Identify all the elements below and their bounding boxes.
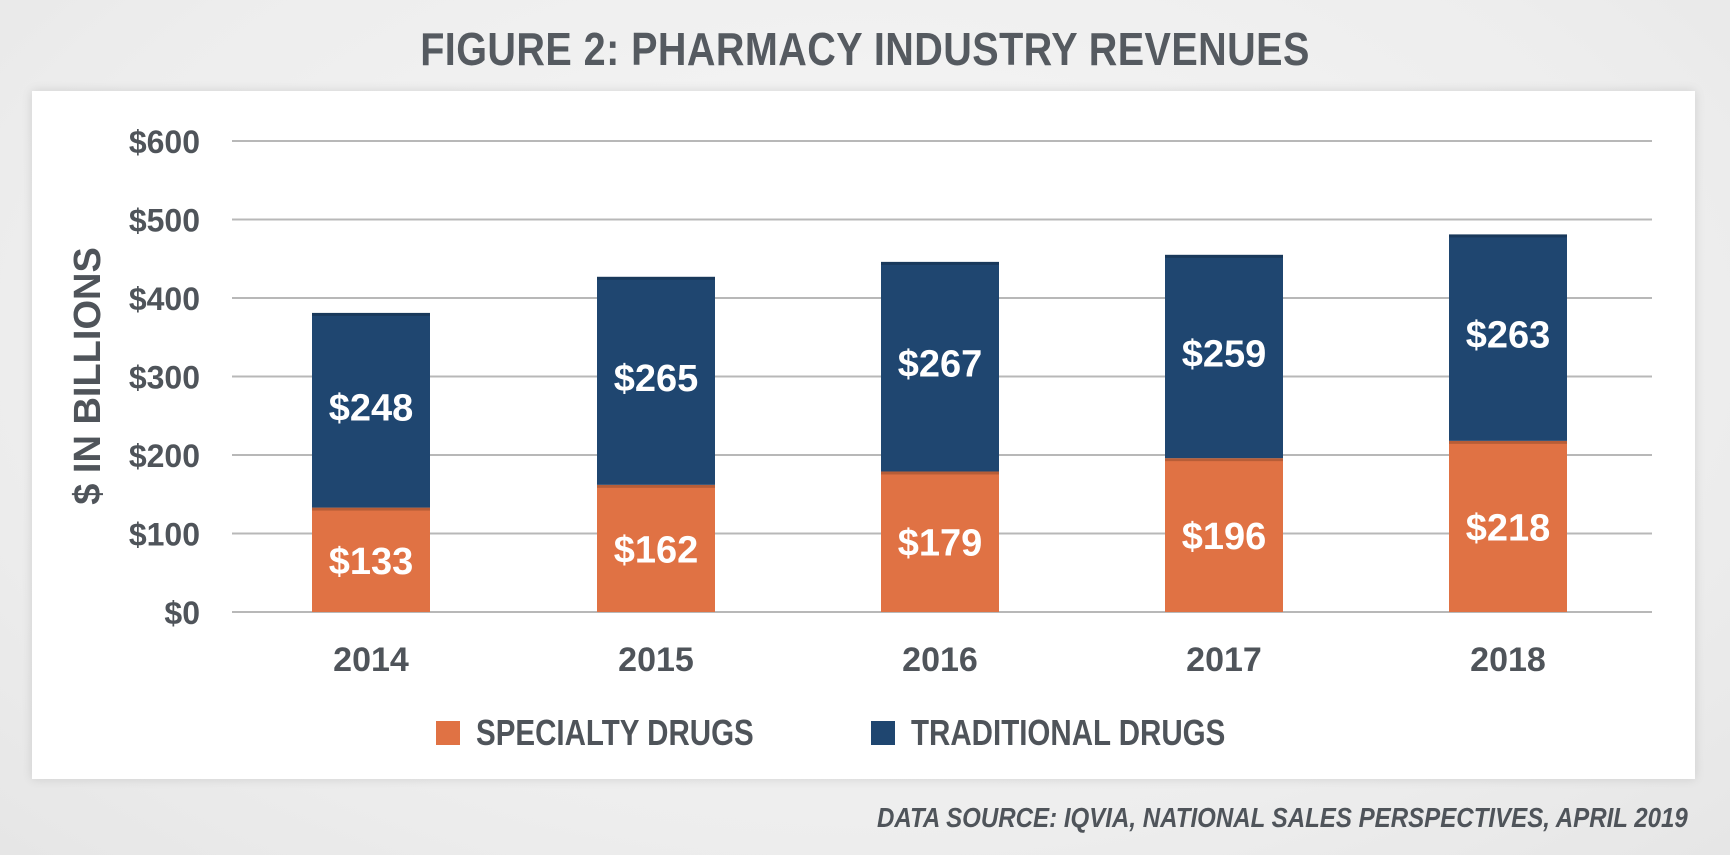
- chart-title: FIGURE 2: PHARMACY INDUSTRY REVENUES: [420, 23, 1310, 75]
- legend-item-specialty: SPECIALTY DRUGS: [435, 712, 815, 754]
- bar-edge: [1449, 234, 1567, 238]
- x-tick-label-2018: 2018: [1470, 641, 1546, 679]
- legend-label-specialty: SPECIALTY DRUGS: [475, 712, 754, 753]
- value-label-traditional-2017: $259: [1182, 333, 1267, 375]
- chart-panel: $0 $100 $200 $300 $400 $500 $600 $133 $248 $162 $…: [32, 91, 1695, 779]
- legend-swatch-traditional: [870, 721, 895, 745]
- y-tick-label: $300: [129, 360, 200, 396]
- x-tick-label-2017: 2017: [1186, 641, 1262, 679]
- y-tick-label: $200: [129, 438, 200, 474]
- y-tick-label: $100: [129, 517, 200, 553]
- y-tick-label: $0: [164, 595, 200, 631]
- bar-traditional-2017: [1165, 254, 1283, 459]
- value-label-specialty-2015: $162: [614, 529, 699, 571]
- value-label-specialty-2014: $133: [329, 541, 414, 583]
- bar-specialty-2015: [597, 484, 715, 612]
- value-label-specialty-2018: $218: [1466, 507, 1551, 549]
- bar-traditional-2016: [881, 261, 999, 472]
- value-label-traditional-2016: $267: [898, 344, 983, 386]
- bar-edge: [1165, 458, 1283, 462]
- legend-label-traditional: TRADITIONAL DRUGS: [910, 712, 1226, 753]
- value-label-traditional-2018: $263: [1466, 315, 1551, 357]
- x-tick-label-2016: 2016: [902, 641, 978, 679]
- value-label-traditional-2015: $265: [614, 358, 699, 400]
- legend: SPECIALTY DRUGS TRADITIONAL DRUGS: [0, 712, 1730, 754]
- bar-specialty-2018: [1449, 440, 1567, 612]
- bar-edge: [597, 276, 715, 280]
- y-tick-label: $500: [129, 203, 200, 239]
- y-tick-label: $400: [129, 281, 200, 317]
- bar-traditional-2015: [597, 276, 715, 485]
- bars: [312, 234, 1567, 612]
- bar-traditional-2014: [312, 312, 430, 508]
- bar-value-labels: $133 $248 $162 $265 $179 $267 $196 $259 $218 $263: [329, 315, 1551, 583]
- bar-edge: [881, 261, 999, 265]
- chart-canvas: $0$100$200$300$400$500$600 $133$248$162$…: [67, 124, 1652, 679]
- bar-specialty-2014: [312, 507, 430, 612]
- legend-item-traditional: TRADITIONAL DRUGS: [870, 712, 1294, 754]
- bar-edge: [597, 484, 715, 488]
- bar-edge: [1165, 254, 1283, 258]
- value-label-specialty-2016: $179: [898, 523, 983, 565]
- bar-edge: [881, 471, 999, 475]
- value-label-specialty-2017: $196: [1182, 516, 1267, 558]
- x-tick-label-2015: 2015: [618, 641, 694, 679]
- y-axis-label: $ IN BILLIONS: [67, 247, 109, 505]
- bar-edge: [1449, 440, 1567, 444]
- y-tick-label: $600: [129, 124, 200, 160]
- x-axis-ticks: 2014 2015 2016 2017 2018: [333, 641, 1546, 679]
- legend-swatch-specialty: [435, 721, 460, 745]
- x-tick-label-2014: 2014: [333, 641, 409, 679]
- data-source-note: DATA SOURCE: IQVIA, NATIONAL SALES PERSP…: [877, 802, 1688, 833]
- bar-traditional-2018: [1449, 234, 1567, 441]
- bar-edge: [312, 312, 430, 316]
- bar-specialty-2016: [881, 471, 999, 612]
- y-axis-ticks: $0 $100 $200 $300 $400 $500 $600: [129, 124, 200, 631]
- value-label-traditional-2014: $248: [329, 387, 414, 429]
- bar-edge: [312, 507, 430, 511]
- bar-specialty-2017: [1165, 458, 1283, 612]
